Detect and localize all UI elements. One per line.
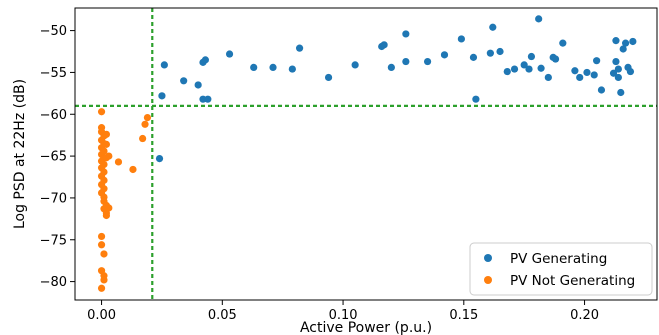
data-point — [139, 134, 147, 143]
data-point — [102, 211, 110, 220]
data-point — [551, 55, 560, 63]
series-0 — [155, 15, 637, 163]
data-point — [503, 67, 511, 76]
data-point — [626, 67, 635, 76]
data-point — [537, 64, 545, 72]
data-point — [100, 276, 108, 284]
legend-marker-pv-not-generating — [484, 276, 492, 284]
data-point — [535, 15, 543, 23]
data-point — [402, 57, 410, 66]
data-point — [440, 51, 449, 59]
data-point — [619, 45, 627, 53]
data-point — [423, 57, 432, 66]
plot-frame — [74, 7, 658, 301]
legend-box — [469, 242, 653, 296]
data-point — [527, 52, 536, 61]
legend-label-pv-generating: PV Generating — [510, 251, 607, 267]
data-point — [496, 47, 504, 56]
data-point — [457, 35, 465, 43]
data-point — [97, 241, 106, 249]
y-tick-label: −75 — [40, 233, 67, 248]
data-point — [180, 77, 188, 85]
x-tick-label: 0.05 — [208, 308, 237, 323]
data-point — [469, 53, 478, 61]
data-point — [510, 65, 519, 73]
data-point — [143, 114, 152, 122]
y-tick-label: −65 — [40, 150, 67, 165]
data-point — [129, 165, 137, 174]
data-point — [612, 57, 620, 66]
x-axis-label: Active Power (p.u.) — [300, 320, 432, 335]
data-point — [614, 65, 622, 73]
data-point — [97, 108, 106, 116]
x-tick-label: 0.20 — [570, 308, 599, 323]
x-tick-label: 0.00 — [87, 308, 116, 323]
data-point — [155, 155, 164, 163]
data-point — [204, 95, 212, 103]
data-point — [97, 232, 106, 241]
data-point — [525, 65, 533, 73]
data-point — [102, 140, 110, 148]
data-point — [100, 250, 108, 258]
data-point — [380, 41, 388, 49]
data-point — [489, 23, 497, 31]
y-tick-label: −50 — [40, 24, 67, 39]
data-point — [194, 81, 202, 89]
data-point — [590, 71, 598, 79]
data-point — [387, 63, 395, 72]
data-point — [105, 152, 113, 160]
data-point — [160, 61, 168, 69]
legend: PV Generating PV Not Generating — [469, 242, 653, 296]
data-point — [201, 56, 210, 64]
data-point — [583, 68, 591, 77]
data-point — [158, 92, 166, 100]
legend-label-pv-not-generating: PV Not Generating — [510, 273, 635, 289]
data-point — [351, 61, 359, 69]
data-point — [225, 50, 234, 58]
series-1 — [97, 108, 152, 292]
data-point — [612, 37, 620, 45]
data-point — [520, 61, 528, 69]
data-point — [597, 86, 606, 94]
data-point — [97, 284, 106, 292]
y-tick-label: −80 — [40, 275, 67, 290]
data-point — [105, 204, 113, 212]
y-axis-label: Log PSD at 22Hz (dB) — [12, 79, 28, 229]
data-point — [269, 63, 277, 72]
legend-marker-pv-generating — [484, 254, 492, 262]
y-tick-label: −55 — [40, 66, 67, 81]
data-point — [544, 73, 552, 82]
data-point — [629, 37, 637, 46]
data-point — [486, 49, 494, 57]
data-point — [295, 44, 304, 52]
data-point — [402, 30, 410, 38]
x-tick-label: 0.15 — [449, 308, 478, 323]
data-point — [571, 67, 579, 75]
data-point — [472, 95, 480, 103]
data-point — [609, 69, 618, 77]
y-tick-label: −60 — [40, 108, 67, 123]
data-point — [102, 130, 110, 138]
data-point — [324, 73, 333, 82]
data-point — [617, 88, 625, 97]
data-point — [614, 73, 622, 82]
plot-area — [75, 8, 657, 300]
data-point — [288, 65, 296, 73]
data-point — [622, 39, 630, 47]
y-tick-label: −70 — [40, 191, 67, 206]
data-point — [559, 39, 567, 47]
axes: 0.00 0.05 0.10 0.15 0.20 −80 −75 −70 −65 −60 −55 −5… — [40, 7, 658, 323]
data-point — [576, 73, 584, 82]
data-point — [141, 120, 149, 128]
data-point — [114, 158, 123, 166]
data-point — [593, 57, 601, 65]
data-point — [250, 63, 258, 72]
x-tick-label: 0.10 — [329, 308, 358, 323]
